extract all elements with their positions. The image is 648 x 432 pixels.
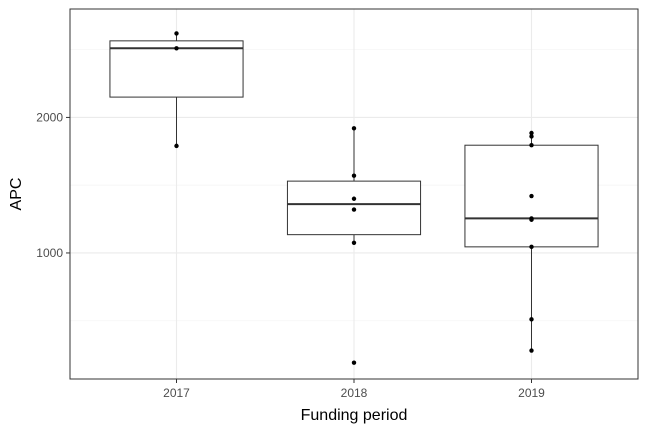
data-point — [529, 193, 534, 199]
data-point — [351, 126, 357, 131]
data-point — [351, 240, 357, 245]
data-point — [351, 196, 357, 201]
x-axis-title: Funding period — [301, 407, 408, 424]
data-point — [174, 31, 179, 36]
y-axis-title: APC — [8, 178, 25, 211]
data-point — [529, 217, 534, 222]
data-point — [351, 173, 357, 178]
y-tick-label: 2000 — [36, 110, 63, 124]
data-point — [529, 244, 534, 250]
axis-ticks: 1000 2000 2017 2018 2019 — [36, 110, 545, 400]
box-2017 — [109, 33, 244, 146]
data-points — [174, 31, 534, 365]
x-tick-label: 2018 — [341, 386, 368, 400]
y-tick-label: 1000 — [36, 246, 63, 260]
x-tick-label: 2017 — [163, 386, 190, 400]
x-tick-label: 2019 — [518, 386, 545, 400]
data-point — [529, 130, 534, 136]
data-point — [174, 143, 179, 149]
data-point — [529, 143, 534, 148]
data-point — [529, 134, 534, 139]
data-point — [529, 348, 534, 353]
data-point — [351, 360, 357, 365]
data-point — [351, 207, 357, 212]
data-point — [529, 317, 534, 322]
data-point — [174, 46, 179, 51]
